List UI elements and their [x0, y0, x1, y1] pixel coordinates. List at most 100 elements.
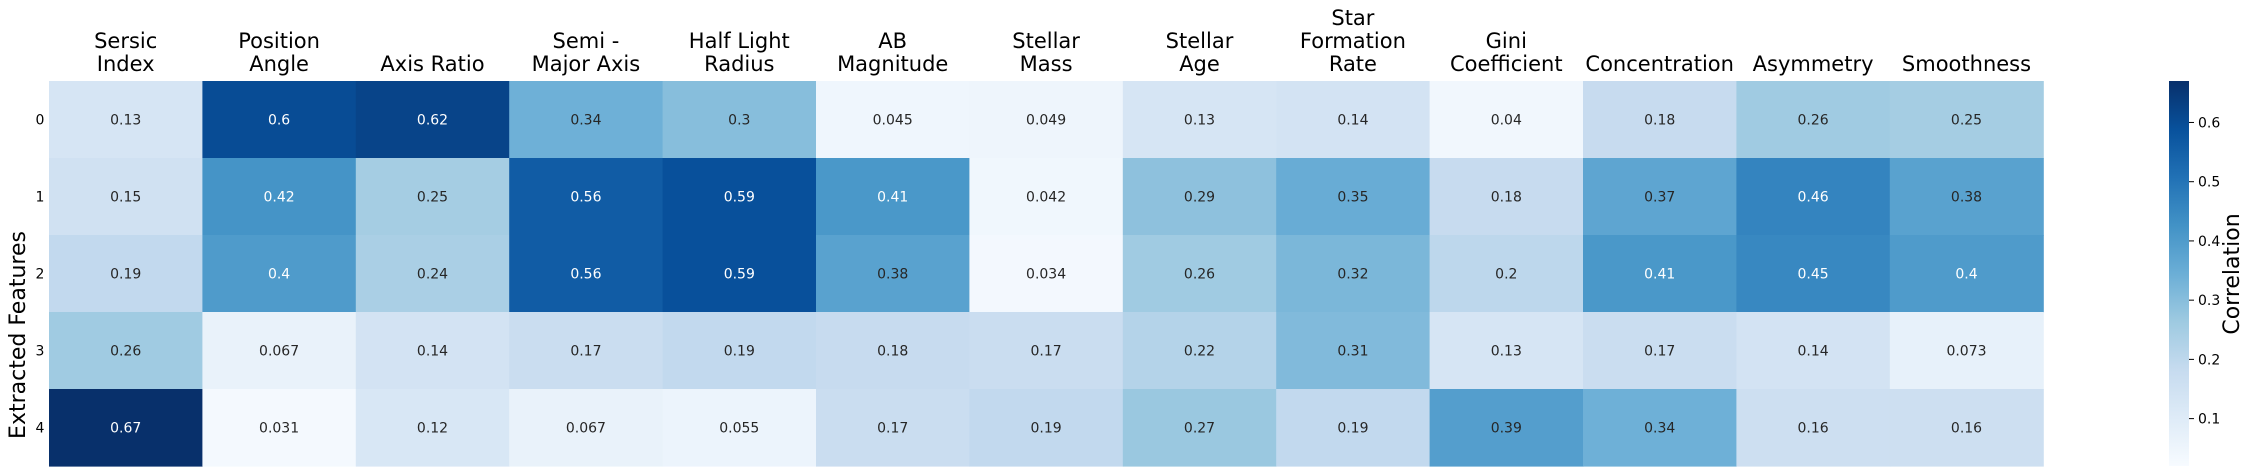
heatmap-cell: [969, 81, 1124, 159]
heatmap-cell: [969, 158, 1124, 236]
heatmap-cell: [509, 312, 664, 390]
heatmap-cell: [1583, 158, 1737, 236]
heatmap-cell: [355, 235, 510, 313]
cell-value-label: 0.34: [570, 113, 601, 129]
heatmap-cell: [202, 312, 357, 390]
heatmap-cell: [1276, 235, 1431, 313]
cell-value-label: 0.38: [877, 267, 908, 283]
cell-value-label: 0.38: [1951, 190, 1982, 206]
heatmap-cell: [1429, 235, 1584, 313]
cell-value-label: 0.055: [719, 421, 759, 437]
heatmap-cell: [509, 81, 664, 159]
column-label: Formation: [1300, 29, 1406, 53]
heatmap-cell: [49, 158, 203, 236]
row-labels: 0 1 2 3 4: [36, 113, 45, 437]
cell-value-label: 0.14: [1337, 113, 1368, 129]
heatmap-cell: [1583, 389, 1737, 467]
cell-value-label: 0.41: [1644, 267, 1675, 283]
cell-value-label: 0.6: [268, 113, 290, 129]
cell-value-label: 0.17: [1644, 344, 1675, 360]
row-label: 0: [36, 113, 45, 129]
cell-value-label: 0.17: [570, 344, 601, 360]
cell-value-label: 0.41: [877, 190, 908, 206]
colorbar-tick-label: 0.1: [2198, 412, 2220, 428]
colorbar-tick-label: 0.2: [2198, 352, 2220, 368]
cell-value-label: 0.14: [1798, 344, 1829, 360]
cell-value-label: 0.067: [566, 421, 606, 437]
heatmap-cell: [355, 81, 510, 159]
cell-value-label: 0.049: [1026, 113, 1066, 129]
column-label: Major Axis: [532, 52, 641, 76]
cell-value-label: 0.14: [417, 344, 448, 360]
cell-value-label: 0.42: [264, 190, 295, 206]
column-label: Stellar: [1166, 29, 1234, 53]
cell-value-label: 0.031: [259, 421, 299, 437]
heatmap-cell: [662, 235, 817, 313]
heatmap-cell: [355, 158, 510, 236]
cell-value-label: 0.45: [1798, 267, 1829, 283]
heatmap-cell: [1276, 81, 1431, 159]
row-label: 1: [36, 190, 45, 206]
column-label: Magnitude: [837, 52, 948, 76]
column-label: Star: [1331, 6, 1374, 30]
heatmap-cell: [1429, 389, 1584, 467]
colorbar-tick-label: 0.5: [2198, 175, 2220, 191]
heatmap-cell: [1736, 312, 1891, 390]
column-label: Asymmetry: [1753, 52, 1874, 76]
cell-value-label: 0.35: [1337, 190, 1368, 206]
cell-value-label: 0.31: [1337, 344, 1368, 360]
heatmap-cell: [202, 158, 357, 236]
cell-value-label: 0.62: [417, 113, 448, 129]
heatmap-cell: [1889, 235, 2044, 313]
heatmap-cell: [202, 235, 357, 313]
column-label: Semi -: [553, 29, 620, 53]
heatmap-cell: [1429, 312, 1584, 390]
heatmap-cell: [969, 312, 1124, 390]
heatmap-cell: [1276, 158, 1431, 236]
column-label: Mass: [1020, 52, 1073, 76]
heatmap-cell: [509, 235, 664, 313]
cell-value-label: 0.19: [1337, 421, 1368, 437]
column-label: Half Light: [689, 29, 790, 53]
cell-value-label: 0.15: [110, 190, 141, 206]
cell-value-label: 0.59: [724, 190, 755, 206]
cell-value-label: 0.59: [724, 267, 755, 283]
cell-value-label: 0.24: [417, 267, 448, 283]
heatmap-cell: [1889, 312, 2044, 390]
heatmap-cell: [1736, 81, 1891, 159]
heatmap-cell: [816, 158, 970, 236]
cell-value-label: 0.4: [1955, 267, 1977, 283]
column-label: Coefficient: [1450, 52, 1563, 76]
column-label: Index: [97, 52, 155, 76]
heatmap-cell: [1276, 389, 1431, 467]
heatmap-cell: [969, 389, 1124, 467]
heatmap-cell: [1736, 235, 1891, 313]
cell-value-label: 0.19: [1031, 421, 1062, 437]
colorbar: [2169, 81, 2189, 466]
cell-value-label: 0.39: [1491, 421, 1522, 437]
cell-value-label: 0.17: [1031, 344, 1062, 360]
heatmap-cell: [1889, 158, 2044, 236]
cell-value-label: 0.13: [1491, 344, 1522, 360]
heatmap-cell: [355, 389, 510, 467]
heatmap-cell: [1429, 81, 1584, 159]
cell-value-label: 0.4: [268, 267, 290, 283]
colorbar-tick-label: 0.3: [2198, 293, 2220, 309]
heatmap-cell: [662, 81, 817, 159]
cell-value-label: 0.073: [1946, 344, 1986, 360]
cell-value-label: 0.04: [1491, 113, 1522, 129]
heatmap-cell: [202, 389, 357, 467]
column-label: Smoothness: [1902, 52, 2031, 76]
column-label: Stellar: [1012, 29, 1080, 53]
cell-value-label: 0.042: [1026, 190, 1066, 206]
cell-value-label: 0.26: [1184, 267, 1215, 283]
cell-value-label: 0.27: [1184, 421, 1215, 437]
colorbar-tick-label: 0.6: [2198, 115, 2220, 131]
cell-value-label: 0.19: [110, 267, 141, 283]
column-label: Sersic: [94, 29, 157, 53]
heatmap-cell: [662, 158, 817, 236]
cell-value-label: 0.16: [1951, 421, 1982, 437]
heatmap-cell: [1583, 235, 1737, 313]
heatmap-cell: [662, 312, 817, 390]
